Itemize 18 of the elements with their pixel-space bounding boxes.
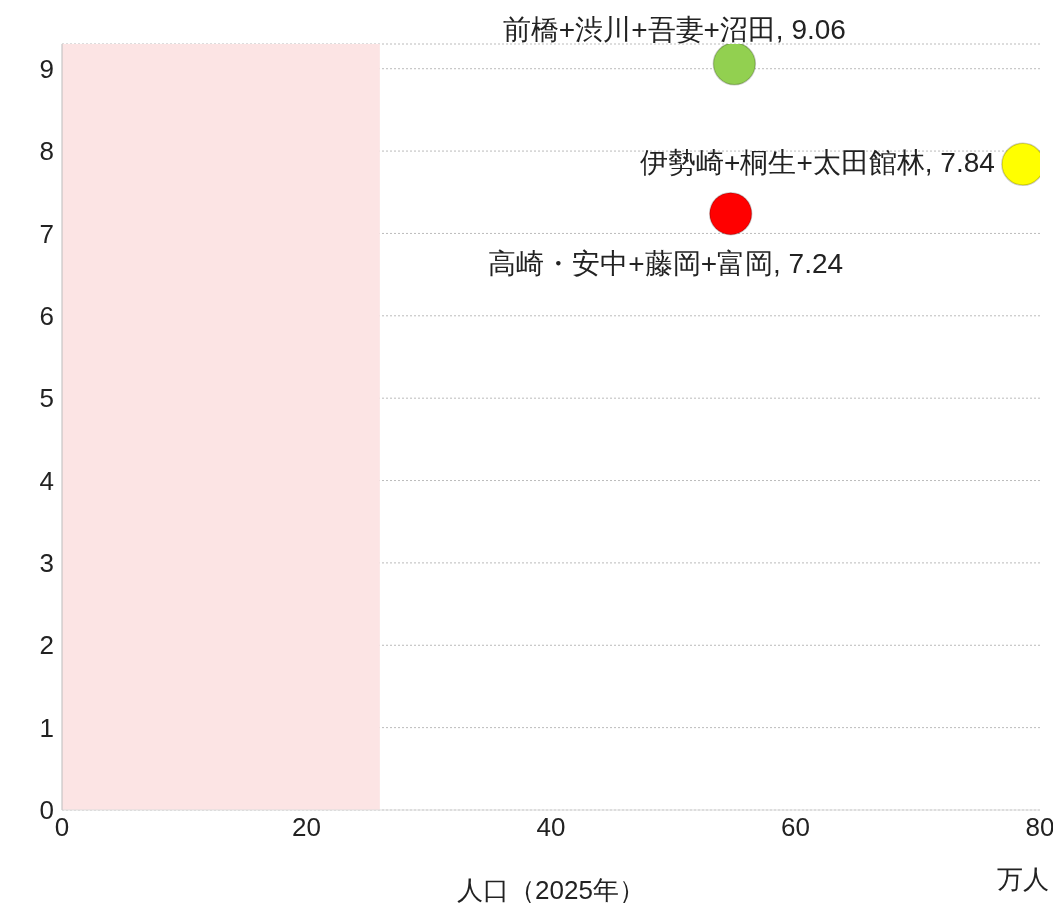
- x-tick-label: 20: [292, 812, 321, 843]
- x-tick-label: 80: [1025, 812, 1055, 843]
- y-tick-label: 5: [39, 383, 54, 414]
- data-label: 伊勢崎+桐生+太田館林, 7.84: [640, 146, 995, 178]
- y-tick-label: 6: [39, 301, 54, 332]
- y-tick-label: 9: [39, 53, 54, 84]
- y-tick-label: 7: [39, 218, 54, 249]
- x-tick-label: 60: [781, 812, 810, 843]
- data-label: 高崎・安中+藤岡+富岡, 7.24: [488, 248, 844, 280]
- y-tick-label: 3: [39, 548, 54, 579]
- x-tick-label: 40: [536, 812, 566, 843]
- data-label: 前橋+渋川+吾妻+沼田, 9.06: [502, 14, 846, 46]
- y-tick-label: 8: [39, 136, 54, 167]
- y-tick-label: 2: [39, 630, 54, 661]
- x-axis-title: 人口（2025年）: [457, 875, 645, 905]
- text: 万人: [997, 863, 1049, 896]
- y-tick-label: 1: [39, 712, 54, 743]
- y-tick-label: 4: [39, 465, 54, 496]
